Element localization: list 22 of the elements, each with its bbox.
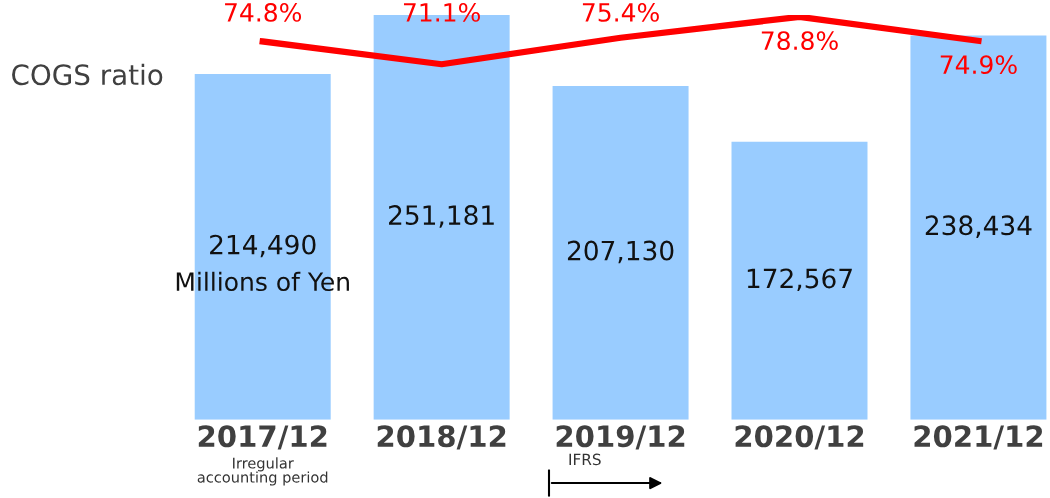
bar: [731, 141, 868, 420]
bar: [910, 35, 1047, 420]
text: Irregular accounting period: [197, 457, 328, 486]
x-tick-label: 2017/12: [198, 425, 327, 450]
data-label: 238,434: [925, 215, 1032, 238]
text: COGS ratio: [12, 63, 163, 86]
x-tick-label: 2018/12: [377, 425, 506, 450]
annotation: Millions of Yen: [176, 271, 349, 292]
text: IFRS: [569, 453, 601, 466]
data-label: 251,181: [389, 205, 494, 228]
data-label: 75.4%: [582, 2, 659, 22]
data-label: 74.9%: [940, 55, 1017, 75]
data-label: 172,567: [747, 268, 852, 292]
data-label: 214,490: [210, 234, 316, 258]
data-label: 74.8%: [225, 2, 302, 22]
data-label: 71.1%: [403, 2, 480, 22]
data-label: 207,130: [567, 240, 674, 264]
x-tick-label: 2019/12: [556, 425, 685, 450]
x-tick-label: 2021/12: [914, 425, 1043, 450]
bar: [552, 85, 689, 420]
data-label: 78.8%: [761, 31, 838, 51]
x-tick-label: 2020/12: [735, 425, 864, 450]
